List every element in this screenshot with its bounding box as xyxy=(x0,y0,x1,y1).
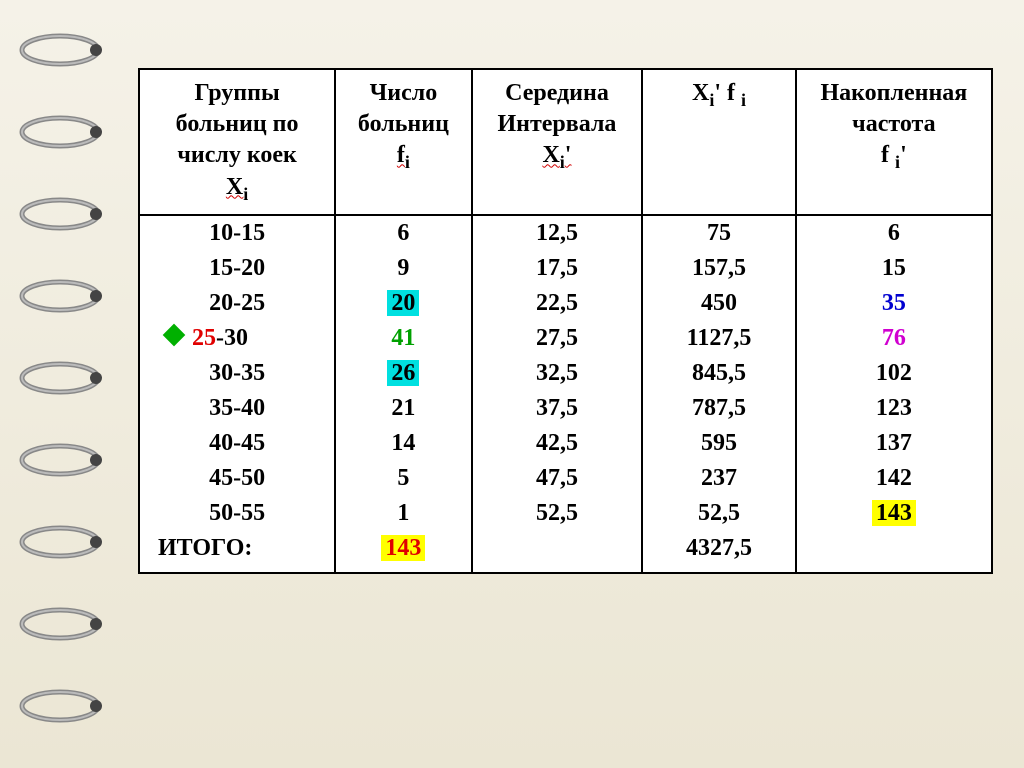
col-header-cumf: Накопленнаячастотаf i' xyxy=(796,70,992,215)
table-row: 15-20917,5157,515 xyxy=(139,251,992,286)
table-row: 10-15612,5756 xyxy=(139,215,992,251)
statistics-table: Группыбольниц почислу коекXiЧислобольниц… xyxy=(138,70,993,572)
cell-total-xi xyxy=(472,531,643,572)
cell-range: 20-25 xyxy=(139,286,335,321)
cell-cumf: 15 xyxy=(796,251,992,286)
table-body: 10-15612,575615-20917,5157,51520-252022,… xyxy=(139,215,992,572)
statistics-table-container: Группыбольниц почислу коекXiЧислобольниц… xyxy=(138,68,993,574)
cell-cumf: 123 xyxy=(796,391,992,426)
cell-cumf: 6 xyxy=(796,215,992,251)
cell-xi: 12,5 xyxy=(472,215,643,251)
cell-cumf: 35 xyxy=(796,286,992,321)
notebook-spiral xyxy=(0,0,110,768)
cell-range: 15-20 xyxy=(139,251,335,286)
cell-xifi: 1127,5 xyxy=(642,321,796,356)
cell-xi: 32,5 xyxy=(472,356,643,391)
table-row: 35-402137,5787,5123 xyxy=(139,391,992,426)
cell-range: 30-35 xyxy=(139,356,335,391)
cell-xifi: 845,5 xyxy=(642,356,796,391)
cell-xi: 17,5 xyxy=(472,251,643,286)
cell-fi: 5 xyxy=(335,461,471,496)
cell-fi: 21 xyxy=(335,391,471,426)
cell-total-fi: 143 xyxy=(335,531,471,572)
table-row: 45-50547,5237142 xyxy=(139,461,992,496)
cell-cumf: 102 xyxy=(796,356,992,391)
table-total-row: ИТОГО:143 4327,5 xyxy=(139,531,992,572)
table-row: 40-451442,5595137 xyxy=(139,426,992,461)
cell-fi: 14 xyxy=(335,426,471,461)
table-row: 20-252022,545035 xyxy=(139,286,992,321)
cell-xifi: 450 xyxy=(642,286,796,321)
cell-fi: 1 xyxy=(335,496,471,531)
cell-fi: 6 xyxy=(335,215,471,251)
cell-fi: 26 xyxy=(335,356,471,391)
col-header-xi: СерединаИнтервалаXi' xyxy=(472,70,643,215)
col-header-fi: Числобольницfi xyxy=(335,70,471,215)
cell-cumf: 137 xyxy=(796,426,992,461)
cell-xifi: 75 xyxy=(642,215,796,251)
col-header-range: Группыбольниц почислу коекXi xyxy=(139,70,335,215)
cell-range: 35-40 xyxy=(139,391,335,426)
cell-range: 25-30 xyxy=(139,321,335,356)
table-row: 25-304127,51127,576 xyxy=(139,321,992,356)
cell-fi: 41 xyxy=(335,321,471,356)
cell-range: 50-55 xyxy=(139,496,335,531)
cell-cumf: 142 xyxy=(796,461,992,496)
cell-xifi: 595 xyxy=(642,426,796,461)
cell-total-label: ИТОГО: xyxy=(139,531,335,572)
cell-xi: 37,5 xyxy=(472,391,643,426)
cell-fi: 20 xyxy=(335,286,471,321)
cell-total-cumf xyxy=(796,531,992,572)
cell-xifi: 237 xyxy=(642,461,796,496)
cell-range: 40-45 xyxy=(139,426,335,461)
cell-xifi: 787,5 xyxy=(642,391,796,426)
cell-fi: 9 xyxy=(335,251,471,286)
col-header-xifi: Xi' f i xyxy=(642,70,796,215)
table-row: 30-352632,5845,5102 xyxy=(139,356,992,391)
cell-cumf: 143 xyxy=(796,496,992,531)
cell-xi: 27,5 xyxy=(472,321,643,356)
cell-cumf: 76 xyxy=(796,321,992,356)
table-header: Группыбольниц почислу коекXiЧислобольниц… xyxy=(139,70,992,215)
cell-xi: 42,5 xyxy=(472,426,643,461)
cell-xi: 22,5 xyxy=(472,286,643,321)
cell-range: 45-50 xyxy=(139,461,335,496)
cell-xifi: 52,5 xyxy=(642,496,796,531)
cell-xi: 47,5 xyxy=(472,461,643,496)
cell-range: 10-15 xyxy=(139,215,335,251)
cell-xifi: 157,5 xyxy=(642,251,796,286)
cell-xi: 52,5 xyxy=(472,496,643,531)
table-row: 50-55152,552,5143 xyxy=(139,496,992,531)
cell-total-xifi: 4327,5 xyxy=(642,531,796,572)
